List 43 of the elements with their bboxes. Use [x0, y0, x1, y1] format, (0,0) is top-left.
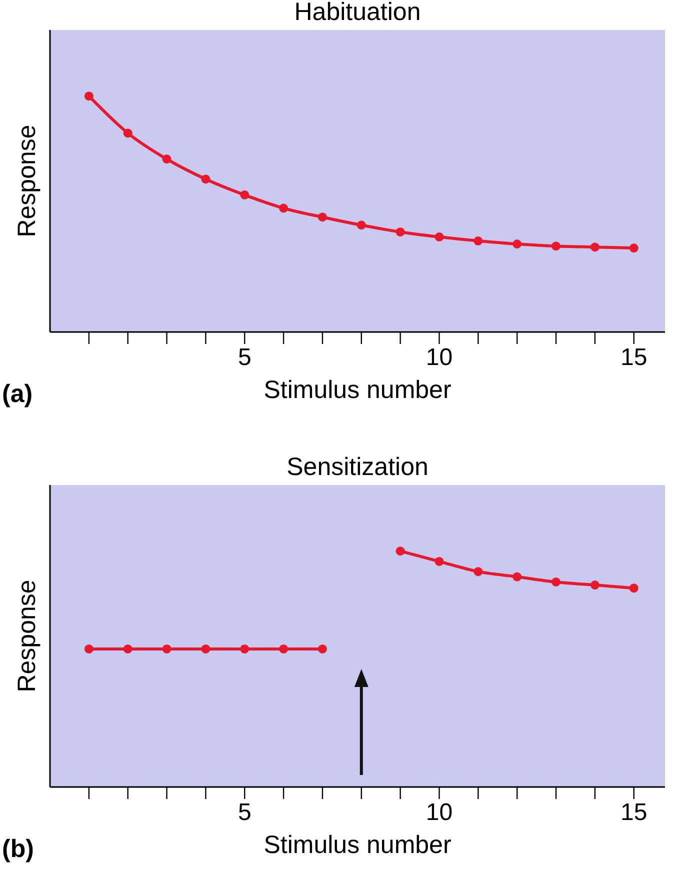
x-axis-title: Stimulus number	[264, 831, 452, 859]
point	[434, 232, 444, 242]
point	[396, 227, 405, 236]
x-tick-label: 5	[238, 344, 252, 371]
point	[123, 128, 132, 138]
point	[279, 204, 288, 213]
point	[629, 584, 638, 593]
point	[356, 220, 366, 230]
point	[512, 239, 522, 248]
point	[474, 567, 483, 576]
x-tick-label: 15	[620, 799, 648, 826]
point	[512, 572, 522, 582]
point	[123, 644, 132, 654]
point	[240, 190, 250, 200]
point	[84, 644, 94, 654]
x-tick-label: 15	[620, 344, 648, 371]
point	[240, 644, 250, 654]
point	[318, 212, 327, 222]
point	[396, 546, 405, 556]
x-tick-label: 5	[238, 799, 252, 826]
x-axis-title: Stimulus number	[264, 376, 452, 404]
point	[590, 242, 600, 252]
point	[552, 577, 561, 586]
y-axis-title: Response	[13, 580, 41, 692]
point	[474, 236, 483, 246]
point	[318, 644, 327, 654]
point	[201, 644, 210, 654]
point	[552, 242, 561, 251]
point	[162, 644, 172, 654]
point	[434, 556, 444, 566]
chart-title: Sensitization	[286, 453, 428, 481]
point	[84, 92, 94, 101]
point	[162, 154, 172, 164]
chart-title: Habituation	[294, 0, 421, 26]
point	[590, 580, 600, 590]
point	[279, 644, 288, 654]
text: (b)	[2, 835, 34, 863]
x-tick-label: 10	[426, 799, 453, 826]
point	[201, 174, 210, 184]
x-tick-label: 10	[426, 344, 453, 371]
point	[629, 244, 638, 253]
text: (a)	[2, 380, 33, 408]
y-axis-title: Response	[13, 124, 41, 238]
